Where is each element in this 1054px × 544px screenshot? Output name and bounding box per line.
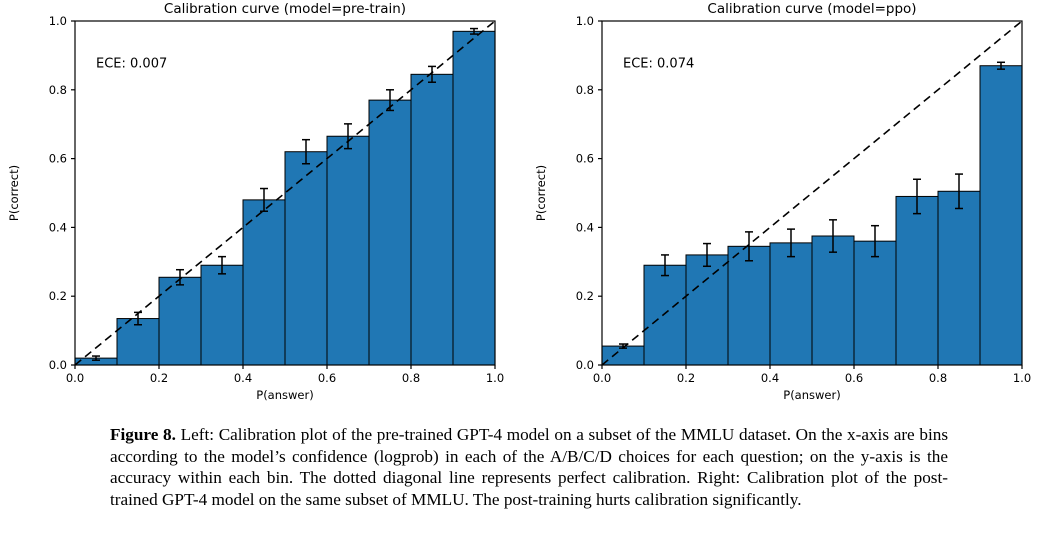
figure-caption: Figure 8. Left: Calibration plot of the …: [110, 424, 948, 511]
calibration-chart-ppo-svg: 0.0 0.2 0.4 0.6 0.8 1.0 0.0 0.2 0.4 0.6 0.8 1.0 P(an…: [534, 1, 1031, 402]
x-tick-label: 0.2: [150, 371, 168, 385]
caption-body: Left: Calibration plot of the pre-traine…: [110, 425, 949, 510]
bar: [643, 264, 687, 366]
calibration-chart-pretrain-svg: 0.0 0.2 0.4 0.6 0.8 1.0 0.0 0.2 0.4 0.6 0.8 1.0 P(an…: [7, 1, 504, 402]
x-axis-label: P(answer): [256, 388, 313, 402]
error-bars: [92, 27, 478, 361]
x-tick-label: 0.8: [929, 371, 947, 385]
y-tick-label: 1.0: [576, 14, 594, 28]
x-tick-label: 0.4: [761, 371, 779, 385]
y-tick-label: 0.8: [576, 83, 594, 97]
x-tick-label: 0.6: [845, 371, 863, 385]
calibration-chart-ppo: 0.0 0.2 0.4 0.6 0.8 1.0 0.0 0.2 0.4 0.6 0.8 1.0 P(an…: [527, 0, 1054, 414]
plot-frame: [601, 20, 1023, 366]
calibration-chart-pretrain: 0.0 0.2 0.4 0.6 0.8 1.0 0.0 0.2 0.4 0.6 0.8 1.0 P(an…: [0, 0, 527, 414]
y-axis-label: P(correct): [534, 165, 548, 221]
x-tick-label: 1.0: [486, 371, 504, 385]
bar: [853, 240, 897, 366]
chart-title: Calibration curve (model=pre-train): [164, 1, 406, 17]
y-tick-label: 0.2: [49, 289, 67, 303]
x-axis-label: P(answer): [783, 388, 840, 402]
bar: [284, 151, 328, 366]
y-tick-label: 1.0: [49, 14, 67, 28]
y-axis-label: P(correct): [7, 165, 21, 221]
error-bars: [619, 61, 1005, 349]
x-tick-label: 0.4: [234, 371, 252, 385]
x-tick-label: 1.0: [1013, 371, 1031, 385]
y-tick-label: 0.8: [49, 83, 67, 97]
y-tick-label: 0.0: [49, 358, 67, 372]
ece-annotation: ECE: 0.074: [623, 56, 694, 71]
y-tick-label: 0.6: [576, 152, 594, 166]
x-tick-label: 0.0: [66, 371, 84, 385]
bar: [200, 264, 244, 366]
y-tick-label: 0.4: [576, 220, 594, 234]
x-tick-label: 0.6: [318, 371, 336, 385]
x-axis: 0.0 0.2 0.4 0.6 0.8 1.0: [593, 365, 1031, 385]
x-tick-label: 0.8: [402, 371, 420, 385]
y-tick-label: 0.4: [49, 220, 67, 234]
chart-title: Calibration curve (model=ppo): [707, 1, 916, 17]
bar: [685, 254, 729, 366]
bar: [811, 235, 855, 366]
bar: [601, 345, 645, 366]
bar: [116, 318, 160, 366]
calibration-charts-row: 0.0 0.2 0.4 0.6 0.8 1.0 0.0 0.2 0.4 0.6 0.8 1.0 P(an…: [0, 0, 1054, 414]
bar: [937, 190, 981, 366]
caption-label: Figure 8.: [110, 425, 176, 444]
x-tick-label: 0.0: [593, 371, 611, 385]
x-tick-label: 0.2: [677, 371, 695, 385]
y-tick-label: 0.0: [576, 358, 594, 372]
bar: [326, 135, 370, 366]
bar: [895, 195, 939, 366]
y-axis: 0.0 0.2 0.4 0.6 0.8 1.0: [576, 14, 602, 372]
bar: [410, 73, 454, 366]
plot-frame: [74, 20, 496, 366]
bar: [242, 199, 286, 366]
x-axis: 0.0 0.2 0.4 0.6 0.8 1.0: [66, 365, 504, 385]
y-tick-label: 0.2: [576, 289, 594, 303]
bar: [769, 242, 813, 366]
bar: [979, 65, 1023, 366]
y-axis: 0.0 0.2 0.4 0.6 0.8 1.0: [49, 14, 75, 372]
ece-annotation: ECE: 0.007: [96, 56, 167, 71]
bar: [368, 99, 412, 366]
bars: [601, 65, 1023, 366]
bar: [727, 245, 771, 366]
y-tick-label: 0.6: [49, 152, 67, 166]
bar: [452, 30, 496, 366]
